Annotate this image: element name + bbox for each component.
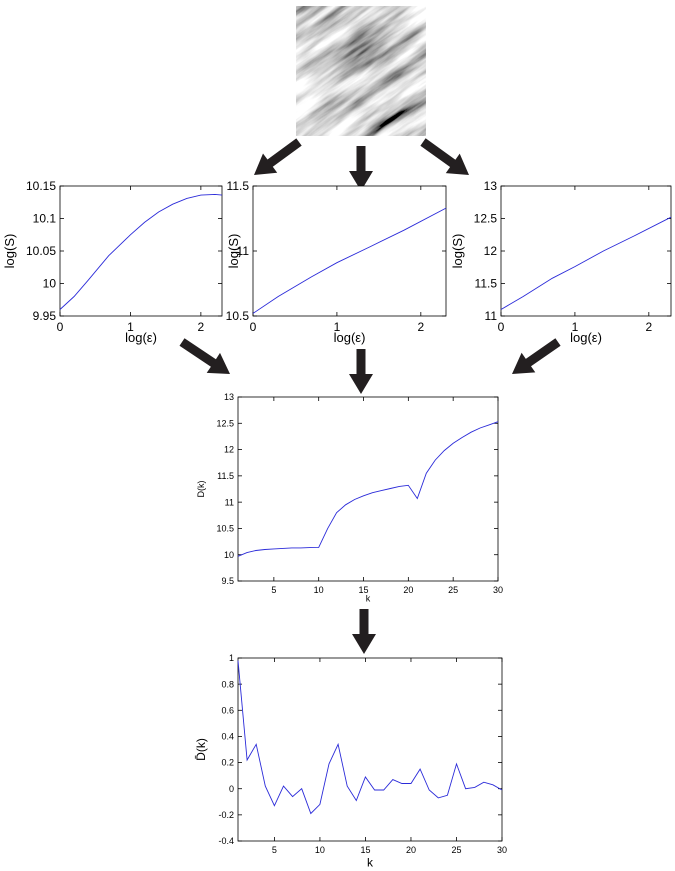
y-tick-label: 9.95	[33, 309, 57, 323]
arrow-icon	[349, 349, 373, 394]
plot-frame	[252, 185, 447, 317]
y-axis-label: log(S)	[450, 234, 465, 269]
y-tick-label: 11.5	[227, 179, 250, 193]
y-tick-label: 10.1	[33, 212, 57, 226]
y-tick-label: 13	[484, 179, 498, 193]
x-axis-label: log(ε)	[570, 330, 602, 345]
y-tick-label: 0.2	[221, 758, 234, 768]
series-line	[237, 421, 499, 557]
plot-frame	[237, 657, 503, 842]
x-tick-label: 0	[57, 320, 64, 334]
x-axis-label: k	[367, 856, 374, 870]
series-line	[252, 207, 447, 314]
x-tick-label: 0	[498, 320, 505, 334]
y-tick-label: 12.5	[474, 212, 498, 226]
x-axis-label: log(ε)	[125, 330, 157, 345]
x-tick-label: 30	[497, 845, 507, 855]
x-tick-label: 15	[359, 585, 369, 595]
y-tick-label: 10	[43, 277, 57, 291]
texture-image	[296, 6, 426, 136]
y-tick-label: 0.6	[221, 705, 234, 715]
x-tick-label: 0	[250, 320, 257, 334]
y-axis-label: log(S)	[226, 234, 241, 269]
y-tick-label: 13	[224, 392, 234, 402]
y-tick-label: 0.4	[221, 732, 234, 742]
y-tick-label: 11.5	[475, 277, 498, 291]
x-tick-label: 10	[314, 585, 324, 595]
x-tick-label: 2	[645, 320, 652, 334]
x-tick-label: 25	[451, 845, 461, 855]
x-tick-label: 5	[271, 585, 276, 595]
y-tick-label: 0.8	[221, 679, 234, 689]
y-axis-label: D(k)	[196, 481, 206, 498]
log-s-chart-left: 0 1 2 9.95 10 10.05 10.1 10.15 log(ε) log(S)	[2, 179, 223, 345]
y-tick-label: 11.5	[217, 471, 234, 481]
arrow-icon	[512, 338, 561, 374]
series-line	[500, 216, 672, 310]
series-line	[59, 193, 223, 310]
x-tick-label: 1	[334, 320, 341, 334]
x-tick-label: 10	[315, 845, 325, 855]
x-tick-label: 1	[572, 320, 579, 334]
y-tick-label: 9.5	[221, 576, 234, 586]
y-tick-label: 12	[484, 244, 498, 258]
y-tick-label: 0	[229, 784, 234, 794]
y-axis-label: log(S)	[2, 234, 17, 269]
x-tick-label: 30	[493, 585, 503, 595]
arrow-icon	[420, 138, 469, 175]
y-tick-label: 11	[485, 309, 498, 323]
x-tick-label: 1	[127, 320, 134, 334]
y-tick-label: 10.15	[26, 179, 56, 193]
y-tick-label: -0.2	[218, 810, 234, 820]
y-tick-label: 10.5	[226, 309, 250, 323]
flow-arrows	[179, 138, 561, 654]
y-axis-label: D̄(k)	[194, 738, 208, 761]
x-axis-label: log(ε)	[334, 330, 366, 345]
y-tick-label: 12	[224, 445, 234, 455]
plot-frame	[237, 396, 499, 582]
y-tick-label: 11	[237, 244, 250, 258]
x-tick-label: 20	[406, 845, 416, 855]
y-tick-label: 11	[225, 497, 234, 507]
y-tick-label: 12.5	[216, 418, 234, 428]
x-tick-label: 5	[272, 845, 277, 855]
plot-frame	[59, 185, 223, 317]
arrow-icon	[179, 338, 230, 374]
log-s-chart-middle: 0 1 2 10.5 11 11.5 log(ε) log(S)	[226, 179, 447, 345]
arrow-icon	[254, 138, 302, 175]
series-line	[237, 660, 503, 815]
x-axis-label: k	[366, 594, 371, 604]
d-k-chart: 5 10 15 20 25 30 9.5 10 10.5 11 11.5 12 12.5 13 k D(k)	[196, 392, 503, 604]
y-tick-label: 10.05	[26, 244, 56, 258]
x-tick-label: 2	[417, 320, 424, 334]
arrow-icon	[349, 146, 373, 191]
y-tick-label: 1	[229, 653, 234, 663]
x-tick-label: 15	[360, 845, 370, 855]
normalized-d-k-chart: 5 10 15 20 25 30 -0.4 -0.2 0 0.2 0.4 0.6 0.8 1 k D̄(k)	[194, 653, 507, 869]
arrow-icon	[352, 609, 376, 654]
y-tick-label: 10.5	[216, 524, 234, 534]
x-tick-label: 25	[448, 585, 458, 595]
x-tick-label: 2	[198, 320, 205, 334]
y-tick-label: -0.4	[218, 836, 234, 846]
plot-frame	[500, 185, 672, 317]
x-tick-label: 20	[403, 585, 413, 595]
y-tick-label: 10	[224, 550, 234, 560]
